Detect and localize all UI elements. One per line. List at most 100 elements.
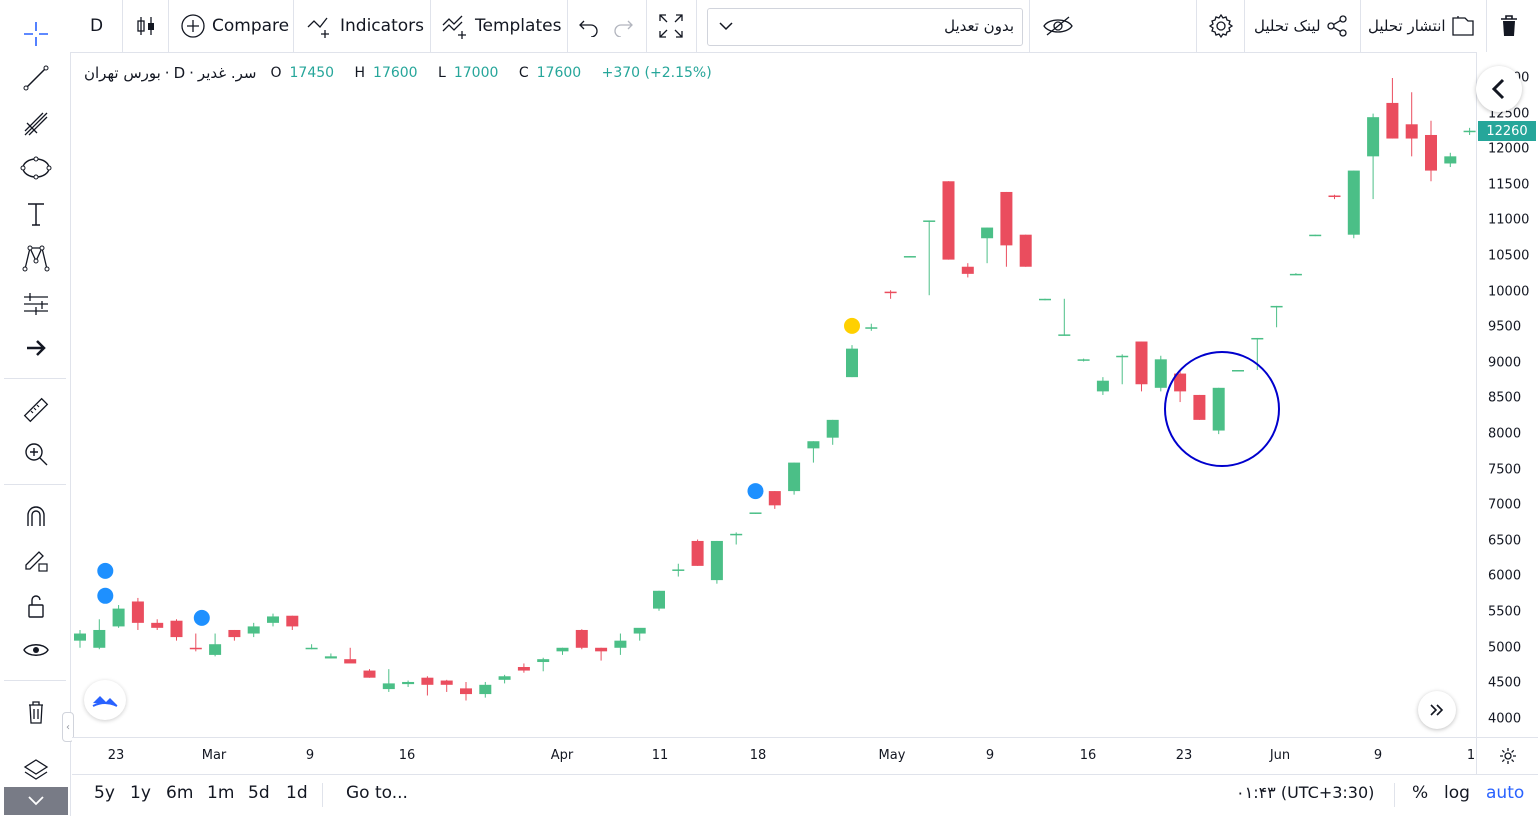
eye-icon[interactable] (14, 630, 58, 670)
price-axis[interactable]: 1300012500120001150011000105001000095009… (1476, 52, 1538, 737)
price-tick: 9500 (1488, 319, 1522, 335)
high-value: 17600 (373, 65, 418, 81)
low-value: 17000 (453, 65, 499, 81)
axis-settings-button[interactable] (1476, 737, 1538, 774)
close-value: 17600 (536, 65, 582, 81)
time-tick: 9 (985, 748, 995, 763)
price-tick: 5000 (1488, 640, 1522, 656)
range-5y-button[interactable]: 5y (94, 783, 115, 803)
chart-pane[interactable] (72, 52, 1476, 737)
signal-marker[interactable] (97, 587, 114, 604)
double-chevron-right-icon (1430, 704, 1444, 716)
range-1y-button[interactable]: 1y (130, 783, 151, 803)
candle (1367, 113, 1380, 200)
price-tick: 7500 (1488, 462, 1522, 478)
signal-marker[interactable] (844, 317, 860, 334)
legend-ohlc: O 17450 H 17600 L 17000 C 17600 +370 (+2.15%… (270, 65, 719, 81)
candle (1444, 152, 1457, 168)
range-6m-button[interactable]: 6m (166, 783, 194, 803)
candle (537, 657, 550, 672)
range-5d-button[interactable]: 5d (248, 783, 270, 803)
goto-button[interactable]: Go to... (346, 783, 408, 803)
collapse-panel-button[interactable] (1476, 66, 1522, 112)
range-1d-button[interactable]: 1d (286, 783, 308, 803)
candle-style-icon (137, 17, 154, 35)
time-axis[interactable]: 23 Mar 9 16 Apr 11 18 May 9 16 23 Jun 9 1 (72, 737, 1476, 774)
adjustment-select[interactable]: بدون تعدیل (707, 8, 1023, 46)
signal-marker[interactable] (193, 609, 210, 626)
arrow-icon[interactable] (14, 328, 58, 368)
fullscreen-button[interactable] (658, 0, 684, 52)
candle (1309, 234, 1322, 237)
pitchfork-icon[interactable] (14, 104, 58, 144)
candle (498, 674, 511, 684)
redo-button[interactable] (612, 0, 634, 52)
compare-button[interactable]: Compare (180, 0, 289, 52)
time-tick: 9 (305, 748, 315, 763)
undo-button[interactable] (578, 0, 600, 52)
chart-style-button[interactable] (134, 0, 158, 52)
candle (1232, 370, 1244, 372)
unlock-icon[interactable] (14, 586, 58, 626)
chevron-down-icon (28, 796, 44, 806)
signal-marker[interactable] (97, 562, 114, 579)
crosshair-icon[interactable] (14, 14, 58, 54)
time-tick: Apr (550, 748, 574, 763)
log-scale-button[interactable]: log (1444, 783, 1470, 803)
circle-drawing[interactable] (1164, 351, 1280, 467)
range-1m-button[interactable]: 1m (207, 783, 235, 803)
candle (981, 227, 994, 264)
lock-drawing-pencil-icon[interactable] (14, 540, 58, 580)
candle (1270, 305, 1283, 328)
legend-interval: D (173, 64, 186, 82)
price-tick: 9000 (1488, 355, 1522, 371)
price-tick: 4000 (1488, 711, 1522, 727)
trash-icon[interactable] (14, 692, 58, 732)
time-tick: 16 (1079, 748, 1097, 763)
pattern-icon[interactable] (14, 238, 58, 278)
candle (460, 681, 472, 701)
share-link-button[interactable]: لینک تحلیل (1254, 0, 1349, 52)
price-tick: 11000 (1488, 212, 1530, 228)
indicators-button[interactable]: Indicators (306, 0, 424, 52)
templates-button[interactable]: Templates (441, 0, 561, 52)
price-tick: 6000 (1488, 568, 1522, 584)
auto-scale-button[interactable]: auto (1486, 783, 1525, 803)
publish-button[interactable]: انتشار تحلیل (1368, 0, 1476, 52)
candle (595, 647, 608, 661)
ruler-icon[interactable] (14, 390, 58, 430)
price-tick: 11500 (1488, 177, 1530, 193)
candle (1193, 394, 1206, 420)
indicators-label: Indicators (340, 16, 424, 36)
scroll-to-realtime-button[interactable] (1418, 691, 1456, 729)
magnet-icon[interactable] (14, 496, 58, 536)
candle (324, 653, 337, 659)
signal-marker[interactable] (747, 483, 764, 500)
candle (1405, 92, 1418, 157)
trend-line-icon[interactable] (14, 58, 58, 98)
zoom-in-icon[interactable] (14, 434, 58, 474)
percent-scale-button[interactable]: % (1412, 783, 1429, 803)
settings-button[interactable] (1208, 0, 1234, 52)
toolbar-hide-handle[interactable]: ‹ (62, 712, 74, 742)
time-tick: 18 (749, 748, 767, 763)
hide-drawings-button[interactable] (1042, 0, 1074, 52)
chevron-left-icon (1491, 78, 1505, 100)
shapes-icon[interactable] (14, 148, 58, 188)
plus-circle-icon (181, 14, 205, 38)
candlestick-chart[interactable] (72, 52, 1476, 737)
trash-icon (1501, 15, 1517, 36)
prediction-measure-icon[interactable] (14, 284, 58, 324)
delete-chart-button[interactable] (1498, 0, 1520, 52)
candle (440, 679, 453, 692)
chart-logo-button[interactable] (84, 680, 126, 720)
collapse-toolbar-button[interactable] (4, 787, 68, 815)
candle (421, 676, 434, 696)
layers-icon[interactable] (14, 750, 58, 790)
timezone-button[interactable]: ۰۱:۴۳ (UTC+3:30) (1236, 783, 1375, 802)
interval-button[interactable]: D (90, 0, 103, 52)
text-tool-icon[interactable] (14, 194, 58, 234)
candle (170, 619, 183, 641)
time-tick: 23 (107, 748, 125, 763)
indicators-icon (307, 17, 329, 38)
